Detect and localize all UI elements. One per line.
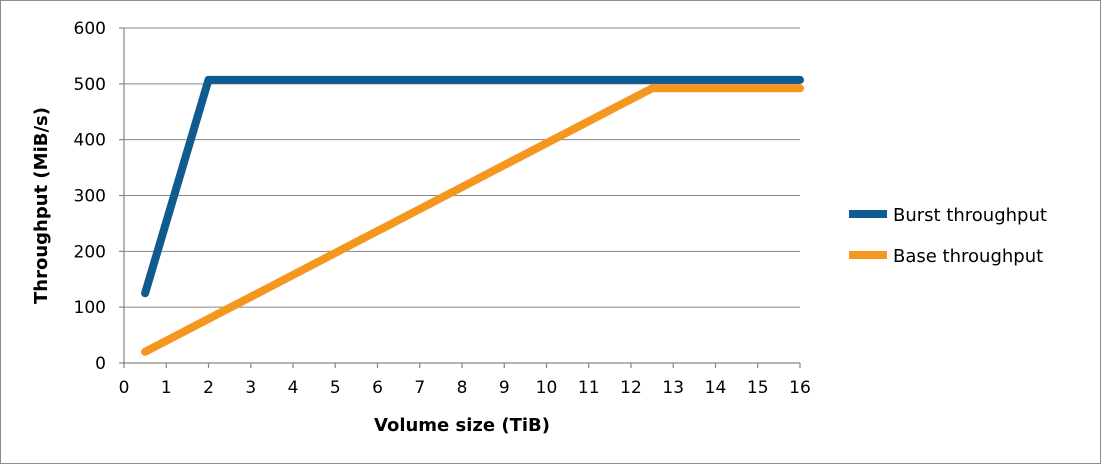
gridlines [124,27,800,308]
x-tick-label: 6 [372,378,383,398]
y-axis-title: Throughput (MiB/s) [31,107,52,304]
x-tick-label: 4 [288,378,299,398]
legend-label: Base throughput [893,246,1043,267]
legend-label: Burst throughput [893,205,1047,226]
x-tick-label: 14 [705,378,727,398]
x-tick-label: 8 [457,378,468,398]
y-tick-label: 100 [74,298,106,318]
series-line-base [141,84,804,356]
x-tick-label: 13 [662,378,684,398]
series-lines [141,75,804,356]
y-tick-label: 200 [74,242,106,262]
x-tick-label: 12 [620,378,642,398]
y-tick-label: 0 [95,354,106,374]
x-tick-label: 9 [499,378,510,398]
x-tick-label: 2 [203,378,214,398]
x-tick-label: 5 [330,378,341,398]
y-tick-label: 500 [74,75,106,95]
x-tick-label: 15 [747,378,769,398]
x-tick-label: 10 [536,378,558,398]
x-tick-label: 1 [161,378,172,398]
x-tick-label: 3 [245,378,256,398]
y-tick-label: 600 [74,19,106,39]
x-tick-label: 16 [789,378,811,398]
x-tick-label: 7 [414,378,425,398]
axes [119,27,801,368]
y-tick-label: 300 [74,187,106,207]
legend: Burst throughput Base throughput [849,205,1047,267]
y-tick-label: 400 [74,131,106,151]
x-tick-label: 11 [578,378,600,398]
x-tick-label: 0 [119,378,130,398]
x-axis-title: Volume size (TiB) [374,415,550,436]
series-line-burst [141,75,804,298]
